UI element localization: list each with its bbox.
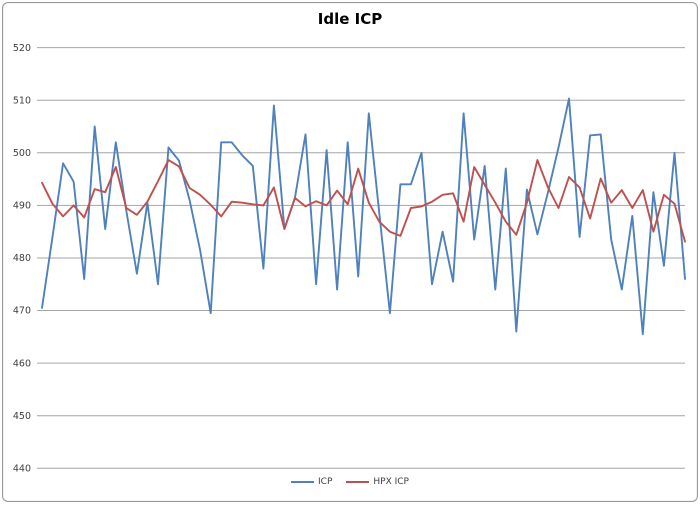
y-tick-label-520: 520: [13, 43, 31, 54]
y-tick-label-440: 440: [13, 464, 31, 474]
series-line-hpx-icp: [41, 159, 686, 243]
y-tick-label-510: 510: [13, 95, 31, 106]
y-tick-label-500: 500: [13, 148, 31, 159]
legend-item-icp: ICP: [291, 477, 332, 487]
y-tick-label-490: 490: [13, 201, 31, 212]
legend-swatch-icp: [291, 481, 315, 483]
y-tick-label-480: 480: [13, 253, 31, 264]
y-tick-label-450: 450: [13, 411, 31, 422]
series-line-icp: [41, 97, 686, 336]
y-tick-label-460: 460: [13, 358, 31, 369]
legend-label-icp: ICP: [318, 477, 333, 487]
legend-swatch-hpx-icp: [346, 481, 370, 483]
chart-title: Idle ICP: [317, 10, 383, 28]
y-tick-label-470: 470: [13, 306, 31, 317]
legend-label-hpx-icp: HPX ICP: [373, 477, 409, 487]
line-chart-plot-area: 440 450 460 470 480 490 500 510 520: [13, 43, 686, 474]
chart-legend: ICP HPX ICP: [3, 474, 697, 490]
legend-item-hpx-icp: HPX ICP: [346, 477, 409, 487]
